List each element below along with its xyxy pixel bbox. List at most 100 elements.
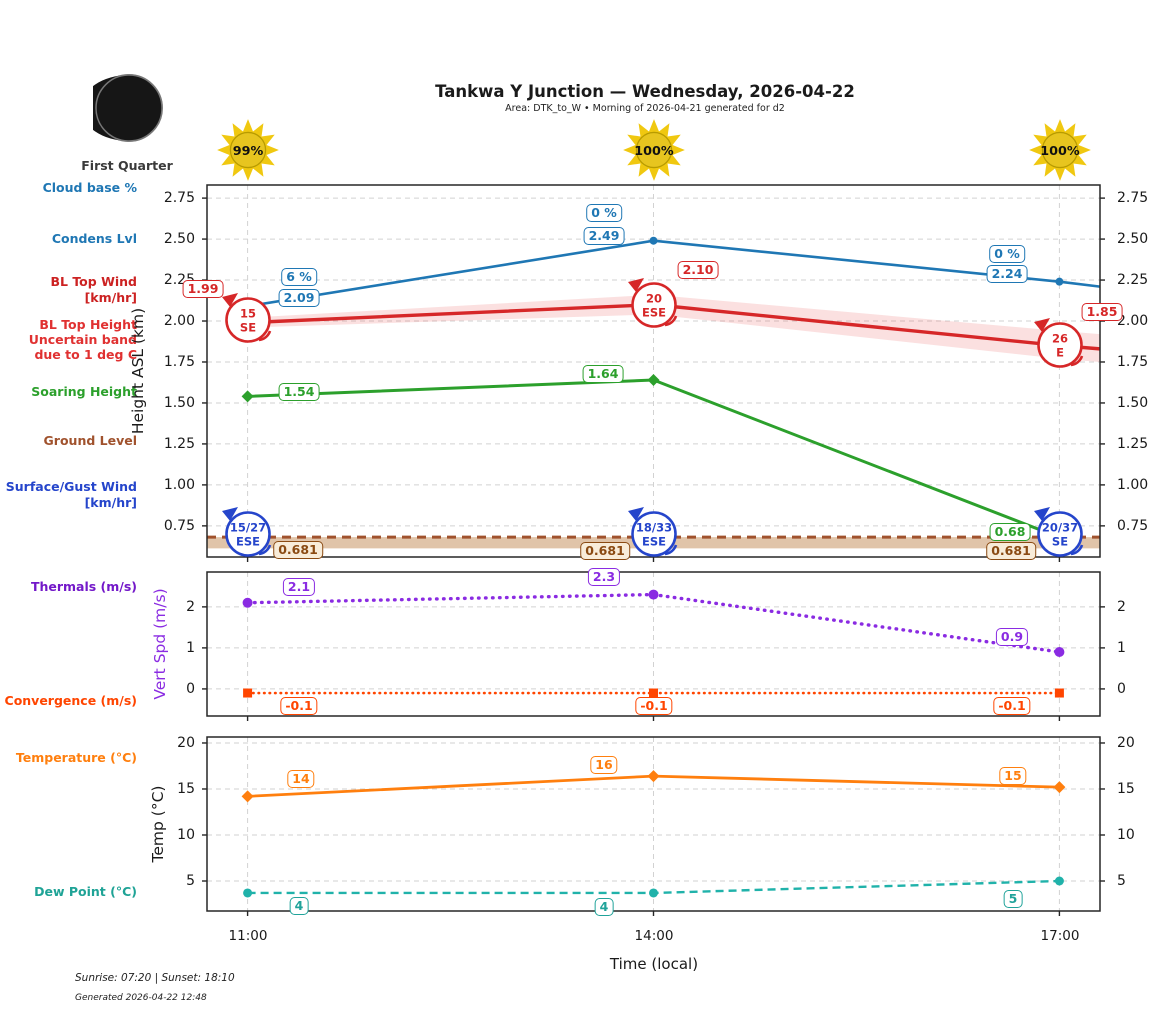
data-label: -0.1 <box>993 697 1031 715</box>
data-label: 2.3 <box>587 568 621 586</box>
data-label: -0.1 <box>280 697 318 715</box>
svg-text:ESE: ESE <box>236 535 260 549</box>
data-label: 1.64 <box>582 365 624 383</box>
data-label: 15 <box>999 767 1027 785</box>
label-soaring-height-text: Soaring Height <box>31 384 137 399</box>
marker-soaring-height <box>647 374 660 387</box>
marker-condensation-level <box>1055 277 1064 286</box>
label-dew-point-text: Dew Point (°C) <box>34 884 137 899</box>
ytick-left-temp: 15 <box>177 780 195 797</box>
ytick-left-temp: 10 <box>177 826 195 843</box>
ytick-left-heights: 1.00 <box>163 476 195 493</box>
wind-marker: 18/33 ESE <box>621 501 687 567</box>
marker-thermals <box>1054 647 1065 657</box>
sun-icon-1700: 100% <box>1027 117 1093 187</box>
marker-dew-point <box>1054 876 1064 886</box>
label-bl-top-height-line3: due to 1 deg C <box>34 347 137 362</box>
x-tick-1700: 17:00 <box>1040 928 1080 944</box>
data-label: 0.681 <box>580 542 630 560</box>
label-bl-top-wind-line1: BL Top Wind <box>50 274 137 289</box>
marker-convergence <box>649 688 658 698</box>
data-label: 6 % <box>281 268 317 286</box>
data-label: 0.681 <box>986 542 1036 560</box>
svg-text:20/37: 20/37 <box>1042 521 1078 535</box>
label-bl-top-wind: BL Top Wind [km/hr] <box>0 274 137 305</box>
marker-thermals <box>242 597 253 608</box>
data-label: 2.49 <box>583 227 625 245</box>
generated-note: Generated 2026-04-22 12:48 <box>75 993 207 1003</box>
ytick-right-heights: 1.25 <box>1117 435 1149 452</box>
y-axis-label-vertspd: Vert Spd (m/s) <box>151 588 169 700</box>
svg-text:20: 20 <box>646 292 662 306</box>
data-label: 2.24 <box>986 265 1028 283</box>
moon-icon <box>81 74 163 142</box>
svg-text:ESE: ESE <box>642 306 666 320</box>
label-soaring-height: Soaring Height <box>0 384 137 400</box>
moon-phase-icon <box>81 72 165 148</box>
data-label: 1.54 <box>278 383 320 401</box>
wind-marker: 26 E <box>1027 312 1093 378</box>
svg-text:15/27: 15/27 <box>230 521 266 535</box>
label-ground-level-text: Ground Level <box>43 433 137 448</box>
marker-convergence <box>1054 688 1064 698</box>
marker-condensation-level <box>649 236 658 245</box>
wind-marker: 15 SE <box>215 287 281 353</box>
ytick-right-heights: 2.50 <box>1117 231 1149 248</box>
label-bl-top-height-line2: Uncertain band <box>28 332 137 347</box>
wind-marker: 20 ESE <box>621 272 687 338</box>
wind-marker: 20/37 SE <box>1027 501 1093 567</box>
label-bl-top-wind-line2: [km/hr] <box>84 289 137 305</box>
ytick-right-temp: 5 <box>1117 873 1126 889</box>
label-ground-level: Ground Level <box>0 433 137 449</box>
data-label: 2.09 <box>278 289 320 307</box>
label-cloud-base: Cloud base % <box>0 180 137 196</box>
sun-pct-1700: 100% <box>1040 144 1080 159</box>
label-thermals: Thermals (m/s) <box>0 579 137 595</box>
wind-arrow-icon: 15/27 ESE <box>222 507 272 557</box>
label-surface-wind-line1: Surface/Gust Wind <box>5 479 137 494</box>
wind-arrow-icon: 15 SE <box>222 293 272 343</box>
data-label: 0.9 <box>995 628 1029 646</box>
label-surface-wind-line2: [km/hr] <box>84 494 137 510</box>
marker-soaring-height <box>241 390 254 403</box>
svg-text:ESE: ESE <box>642 535 666 549</box>
label-condens-lvl-text: Condens Lvl <box>51 231 137 246</box>
svg-text:SE: SE <box>1052 535 1068 549</box>
panel-vert <box>202 571 1105 721</box>
x-axis-label: Time (local) <box>609 955 699 973</box>
svg-text:15: 15 <box>240 307 256 321</box>
ytick-left-vert: 0 <box>186 680 195 697</box>
page-subtitle: Area: DTK_to_W • Morning of 2026-04-21 g… <box>505 103 785 114</box>
sunrise-sunset-note: Sunrise: 07:20 | Sunset: 18:10 <box>75 972 235 984</box>
y-axis-label-height: Height ASL (km) <box>129 307 147 435</box>
label-cloud-base-text: Cloud base % <box>42 180 137 195</box>
ytick-right-temp: 15 <box>1117 780 1135 797</box>
label-surface-wind: Surface/Gust Wind [km/hr] <box>0 479 137 510</box>
ytick-left-heights: 0.75 <box>163 517 195 534</box>
ytick-left-temp: 5 <box>186 873 195 889</box>
data-label: 5 <box>1003 890 1023 908</box>
data-label: 4 <box>289 897 309 915</box>
ytick-left-heights: 1.50 <box>163 394 195 411</box>
page-title: Tankwa Y Junction — Wednesday, 2026-04-2… <box>435 82 855 101</box>
moon-phase-label: First Quarter <box>81 158 173 173</box>
ytick-right-heights: 1.50 <box>1117 394 1149 411</box>
label-temperature: Temperature (°C) <box>0 750 137 766</box>
data-label: 16 <box>590 756 618 774</box>
data-label: 1.99 <box>182 280 224 298</box>
sun-pct-1400: 100% <box>634 144 674 159</box>
data-label: 14 <box>287 770 315 788</box>
ytick-left-temp: 20 <box>177 734 195 751</box>
ytick-left-vert: 2 <box>186 598 195 615</box>
ytick-right-vert: 0 <box>1117 680 1126 697</box>
ytick-right-vert: 2 <box>1117 598 1126 615</box>
data-label: 0 % <box>586 204 622 222</box>
label-convergence-text: Convergence (m/s) <box>4 693 137 708</box>
svg-text:E: E <box>1056 346 1064 360</box>
sun-pct-1100: 99% <box>233 144 264 159</box>
ytick-right-heights: 1.00 <box>1117 476 1149 493</box>
ytick-right-heights: 1.75 <box>1117 353 1149 370</box>
wind-arrow-icon: 18/33 ESE <box>628 507 678 557</box>
